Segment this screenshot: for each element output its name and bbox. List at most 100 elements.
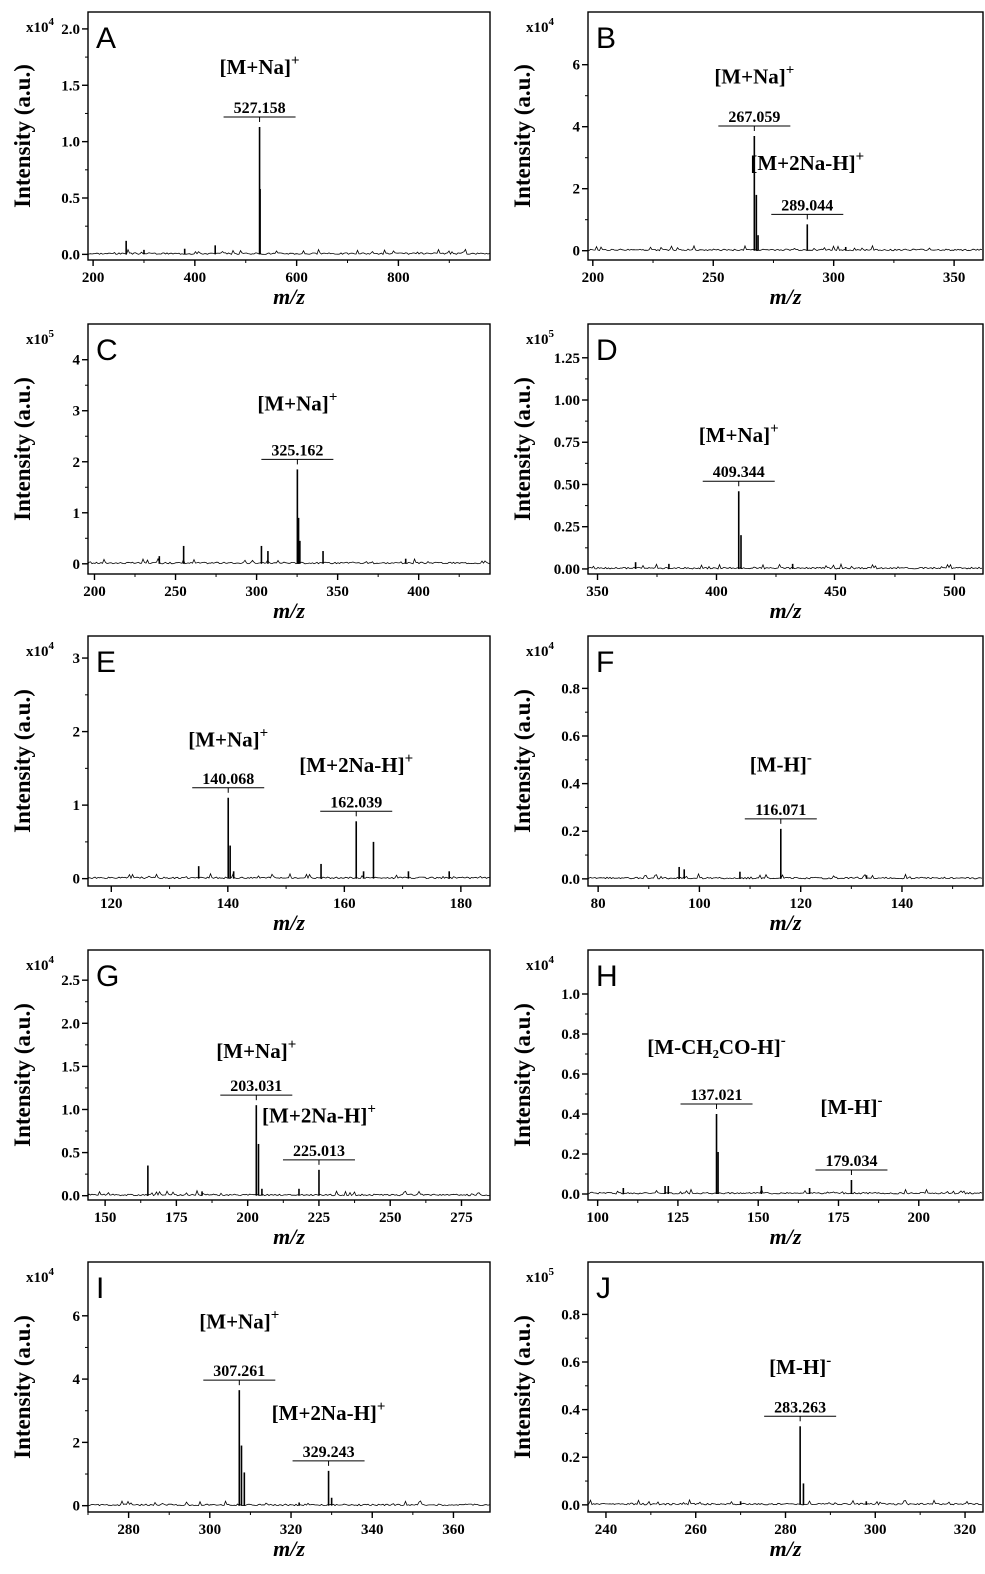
y-tick-label: 0.6: [561, 729, 580, 745]
scale-exponent: 4: [49, 954, 55, 966]
y-axis-title: Intensity (a.u.): [510, 377, 535, 521]
peak-mz-label: 329.243: [303, 1444, 355, 1461]
baseline-trace: [587, 1188, 983, 1195]
scale-base: x10: [526, 644, 549, 660]
ion-label: [M+2Na-H]+: [262, 1101, 376, 1127]
scale-base: x10: [526, 332, 549, 348]
x-tick-label: 200: [236, 1210, 259, 1226]
x-tick-label: 120: [100, 896, 123, 912]
y-axis-title: Intensity (a.u.): [10, 377, 35, 521]
x-axis-title: m/z: [273, 1536, 305, 1561]
panel-letter: A: [96, 22, 116, 55]
x-axis-title: m/z: [273, 1224, 305, 1249]
scale-exponent: 4: [549, 640, 555, 652]
x-tick-label: 320: [954, 1522, 977, 1538]
baseline-trace: [87, 557, 490, 565]
x-tick-label: 320: [280, 1522, 303, 1538]
x-tick-label: 200: [582, 270, 605, 286]
ion-charge: -: [826, 1353, 831, 1369]
spectrum-panel-i: 0 2 4 6 280 300 320 340 360 Intensity (a.u.) m/z x1…: [10, 1261, 491, 1561]
panel-letter: B: [596, 22, 616, 55]
plot-frame: [587, 635, 984, 887]
x-tick-label: 150: [747, 1210, 770, 1226]
ion-formula: [M+2Na-H]: [750, 151, 855, 175]
ion-charge: +: [377, 1399, 386, 1415]
peak-mz-label: 179.034: [825, 1153, 877, 1170]
y-tick-label: 4: [73, 353, 81, 369]
y-tick-label: 1: [73, 506, 81, 522]
ion-charge: -: [807, 751, 812, 767]
x-tick-label: 280: [117, 1522, 140, 1538]
scale-factor: x104: [526, 954, 555, 974]
y-tick-label: 2: [73, 455, 81, 471]
ion-formula: [M-H]: [820, 1095, 877, 1119]
y-tick-label: 0: [573, 244, 581, 260]
ion-label: [M-CH₂CO-H]-: [647, 1033, 785, 1059]
x-tick-label: 600: [285, 270, 308, 286]
baseline-trace: [587, 244, 983, 252]
scale-exponent: 5: [49, 328, 55, 340]
plot-frame: [87, 949, 491, 1201]
ion-formula: [M-H]: [750, 753, 807, 777]
x-tick-label: 400: [184, 270, 207, 286]
y-tick-label: 1.25: [554, 351, 580, 367]
y-tick-label: 0.8: [561, 681, 580, 697]
x-tick-label: 400: [407, 584, 430, 600]
ion-label: [M-H]-: [820, 1093, 882, 1119]
peak-mz-label: 225.013: [293, 1143, 345, 1160]
scale-exponent: 4: [49, 16, 55, 28]
x-tick-label: 300: [822, 270, 845, 286]
ion-label: [M+Na]+: [220, 53, 300, 79]
x-tick-label: 350: [586, 584, 609, 600]
y-tick-label: 0.0: [561, 872, 580, 888]
x-tick-label: 240: [595, 1522, 618, 1538]
spectrum-panel-a: 0.0 0.5 1.0 1.5 2.0 200 400 600 800 Intensity (a.…: [10, 11, 491, 309]
spectrum-panel-j: 0.0 0.2 0.4 0.6 0.8 240 260 280 300 320 Intensity …: [510, 1261, 984, 1561]
peak-mz-label: 325.162: [271, 442, 323, 459]
baseline-trace: [587, 872, 983, 880]
x-tick-label: 300: [864, 1522, 887, 1538]
panel-letter: C: [96, 334, 118, 367]
x-tick-label: 160: [333, 896, 356, 912]
ion-formula: [M+Na]: [699, 423, 770, 447]
y-tick-label: 0.8: [561, 1027, 580, 1043]
x-tick-label: 400: [705, 584, 728, 600]
ion-formula: [M+2Na-H]: [272, 1401, 377, 1425]
x-axis-title: m/z: [273, 910, 305, 935]
baseline-trace: [87, 1189, 490, 1197]
scale-exponent: 5: [549, 1266, 555, 1278]
y-tick-label: 0.0: [61, 247, 80, 263]
x-tick-label: 225: [308, 1210, 331, 1226]
x-tick-label: 350: [326, 584, 349, 600]
y-tick-label: 0.2: [561, 1450, 580, 1466]
ion-label: [M+Na]+: [216, 1037, 296, 1063]
baseline-trace: [587, 1498, 983, 1506]
ion-formula: [M+Na]: [220, 55, 291, 79]
panel-letter: D: [596, 334, 618, 367]
x-tick-label: 360: [442, 1522, 465, 1538]
panel-letter: J: [596, 1272, 611, 1305]
peak-mz-label: 137.021: [691, 1087, 743, 1104]
y-axis-title: Intensity (a.u.): [10, 1003, 35, 1147]
scale-base: x10: [26, 1270, 49, 1286]
scale-factor: x104: [26, 954, 55, 974]
y-tick-label: 0.4: [561, 1107, 580, 1123]
ion-charge: +: [288, 1037, 297, 1053]
x-tick-label: 100: [586, 1210, 609, 1226]
scale-factor: x104: [526, 16, 555, 36]
plot-frame: [87, 11, 491, 261]
scale-factor: x105: [526, 328, 555, 348]
ion-label: [M+Na]+: [714, 62, 794, 88]
plot-frame: [587, 323, 984, 575]
y-tick-label: 0.00: [554, 562, 580, 578]
plot-frame: [87, 323, 491, 575]
y-tick-label: 1.00: [554, 393, 580, 409]
ion-formula: [M+Na]: [199, 1309, 270, 1333]
y-tick-label: 0: [73, 1499, 81, 1515]
y-axis-title: Intensity (a.u.): [10, 689, 35, 833]
spectrum-panel-f: 0.0 0.2 0.4 0.6 0.8 80 100 120 140 Intensity (a.u…: [510, 635, 984, 935]
y-tick-label: 0.5: [61, 1146, 80, 1162]
x-tick-label: 200: [82, 270, 105, 286]
